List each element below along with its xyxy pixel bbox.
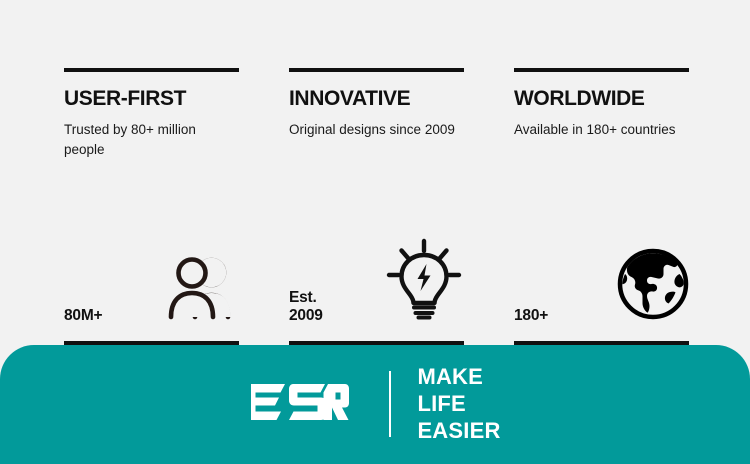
feature-stat-value: 80M+ bbox=[64, 307, 103, 325]
feature-rule-top bbox=[514, 68, 689, 72]
tagline-line-2: LIFE bbox=[417, 391, 466, 417]
esr-logo bbox=[249, 382, 350, 427]
feature-rule-top bbox=[289, 68, 464, 72]
feature-rule-bottom bbox=[514, 341, 689, 345]
feature-stat-row: 180+ bbox=[514, 140, 689, 333]
people-icon bbox=[159, 250, 239, 325]
feature-description: Trusted by 80+ million people bbox=[64, 122, 196, 157]
lightbulb-icon bbox=[384, 238, 464, 325]
feature-description: Original designs since 2009 bbox=[289, 122, 455, 137]
feature-stat-value: Est. 2009 bbox=[289, 289, 323, 325]
feature-stat-row: Est. 2009 bbox=[289, 140, 464, 333]
feature-title: USER-FIRST bbox=[64, 87, 187, 110]
feature-description: Available in 180+ countries bbox=[514, 122, 676, 137]
feature-stat-row: 80M+ bbox=[64, 159, 239, 333]
feature-column-user-first: USER-FIRST Trusted by 80+ million people… bbox=[64, 0, 239, 345]
tagline-line-3: EASIER bbox=[417, 417, 501, 443]
globe-icon bbox=[617, 248, 689, 325]
tagline-line-1: MAKE bbox=[417, 364, 484, 390]
banner-divider bbox=[389, 371, 392, 438]
brand-banner: MAKE LIFE EASIER bbox=[0, 345, 750, 464]
feature-rule-top bbox=[64, 68, 239, 72]
feature-column-worldwide: WORLDWIDE Available in 180+ countries 18… bbox=[514, 0, 689, 345]
feature-rule-bottom bbox=[289, 341, 464, 345]
feature-columns: USER-FIRST Trusted by 80+ million people… bbox=[64, 0, 689, 345]
feature-title: INNOVATIVE bbox=[289, 87, 411, 110]
feature-column-innovative: INNOVATIVE Original designs since 2009 E… bbox=[289, 0, 464, 345]
banner-content: MAKE LIFE EASIER bbox=[249, 364, 500, 444]
brand-tagline: MAKE LIFE EASIER bbox=[417, 364, 500, 444]
feature-title: WORLDWIDE bbox=[514, 87, 645, 110]
feature-stat-value: 180+ bbox=[514, 307, 549, 325]
feature-rule-bottom bbox=[64, 341, 239, 345]
